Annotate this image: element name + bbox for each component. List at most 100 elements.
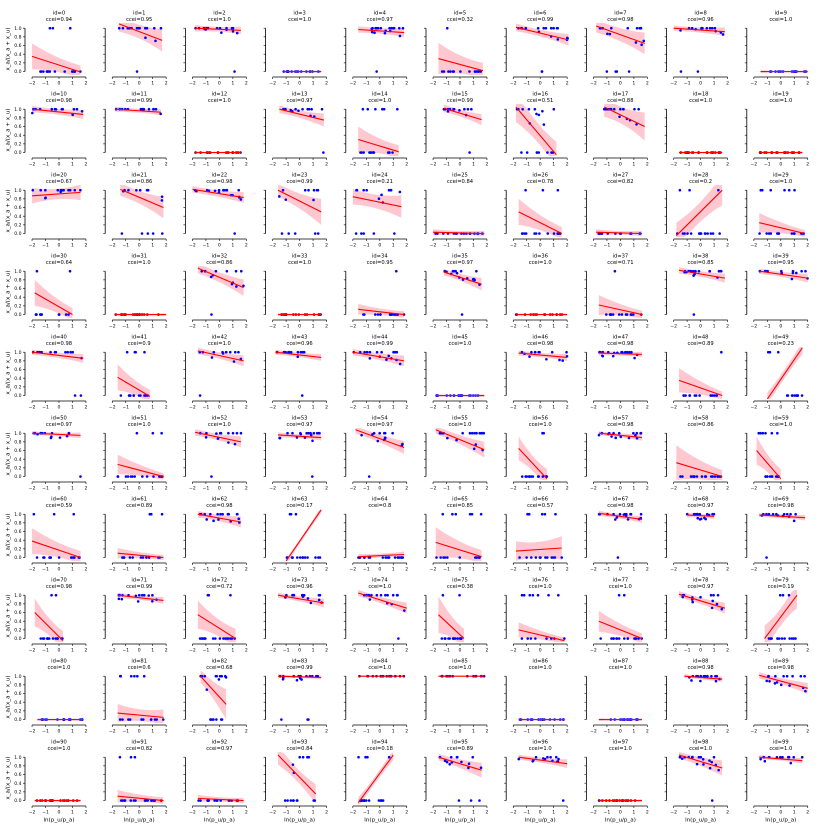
x-tick-label: −1 [203, 243, 210, 249]
x-tick-label: 2 [405, 324, 408, 330]
data-point [376, 313, 380, 316]
data-point [220, 31, 223, 34]
panel-plot-area [595, 23, 646, 73]
data-point [441, 512, 445, 516]
data-point [549, 26, 553, 30]
data-point [783, 637, 786, 640]
panel-id-label: id=98 [693, 740, 709, 746]
data-point [626, 26, 630, 30]
x-tick-label: 2 [566, 162, 569, 168]
panel-ccei-label: ccei=0.57 [527, 503, 553, 509]
x-tick-label: −2 [750, 567, 757, 573]
regression-line [120, 188, 164, 209]
y-tick-label: 0.6 [14, 367, 21, 373]
data-point [708, 766, 712, 770]
x-tick-label: 0 [699, 324, 702, 330]
data-point [296, 799, 299, 802]
x-tick-label: 1 [793, 405, 796, 411]
y-tick-label: 0.0 [14, 69, 21, 75]
data-point [524, 188, 527, 192]
data-point [291, 556, 294, 559]
x-tick-label: 1 [632, 162, 635, 168]
data-point [451, 512, 454, 516]
data-point [360, 232, 363, 235]
x-tick-label: 2 [806, 567, 809, 573]
points-group [278, 431, 321, 478]
data-point [470, 107, 473, 111]
y-tick-label: 0.0 [14, 231, 21, 237]
x-tick-label: 2 [646, 324, 649, 330]
x-tick-label: 0 [539, 486, 542, 492]
data-point [67, 313, 70, 316]
x-tick-label: 2 [726, 567, 729, 573]
data-point [520, 475, 524, 478]
panel-plot-area [278, 431, 322, 478]
panel-id-label: id=50 [51, 416, 67, 422]
data-point [32, 512, 36, 516]
data-point [124, 475, 128, 478]
data-point [706, 232, 709, 235]
data-point [478, 799, 481, 802]
data-point [529, 475, 533, 478]
x-tick-label: −2 [750, 162, 757, 168]
data-point [225, 188, 229, 192]
data-point [703, 674, 707, 678]
data-point [473, 278, 476, 282]
panel-ccei-label: ccei=0.97 [367, 17, 393, 23]
data-point [715, 602, 719, 606]
panel-ccei-label: ccei=1.0 [208, 98, 231, 104]
data-point [767, 674, 770, 678]
data-point [360, 433, 363, 437]
x-tick-label: 0 [459, 162, 462, 168]
data-point [533, 350, 537, 354]
x-tick-label: −2 [510, 324, 517, 330]
data-point [121, 718, 124, 721]
data-point [786, 755, 790, 759]
data-point [702, 763, 705, 766]
x-axis-label: ln(p_u/p_a) [525, 818, 556, 824]
data-point [128, 394, 132, 397]
x-tick-label: −2 [109, 162, 116, 168]
data-point [379, 313, 382, 316]
data-point [206, 799, 209, 802]
panel-id-label: id=47 [613, 335, 629, 341]
data-point [395, 350, 399, 354]
data-point [787, 188, 791, 192]
regression-line [676, 462, 723, 478]
data-point [790, 637, 794, 640]
panel-id-label: id=5 [454, 11, 466, 17]
data-point [618, 512, 622, 516]
data-point [387, 188, 391, 192]
data-point [622, 593, 626, 597]
data-point [39, 70, 42, 73]
panel-ccei-label: ccei=0.38 [447, 584, 473, 590]
panel-plot-area [515, 23, 569, 73]
points-group [278, 674, 320, 721]
data-point [307, 188, 310, 192]
data-point [204, 436, 208, 439]
data-point [48, 26, 52, 30]
panel-id-label: id=97 [613, 740, 629, 746]
data-point [617, 431, 621, 435]
x-tick-label: −2 [349, 405, 356, 411]
x-tick-label: 0 [459, 729, 462, 735]
data-point [383, 31, 387, 35]
data-point [549, 755, 552, 759]
x-tick-label: −2 [269, 162, 276, 168]
data-point [527, 107, 531, 111]
x-tick-label: −1 [203, 648, 210, 654]
regression-line [596, 231, 642, 235]
data-point [306, 597, 310, 600]
regression-line [197, 267, 244, 289]
panel-plot-area [764, 590, 798, 642]
regression-line [285, 509, 322, 561]
data-point [716, 593, 720, 597]
data-point [556, 38, 560, 41]
data-point [49, 350, 52, 354]
